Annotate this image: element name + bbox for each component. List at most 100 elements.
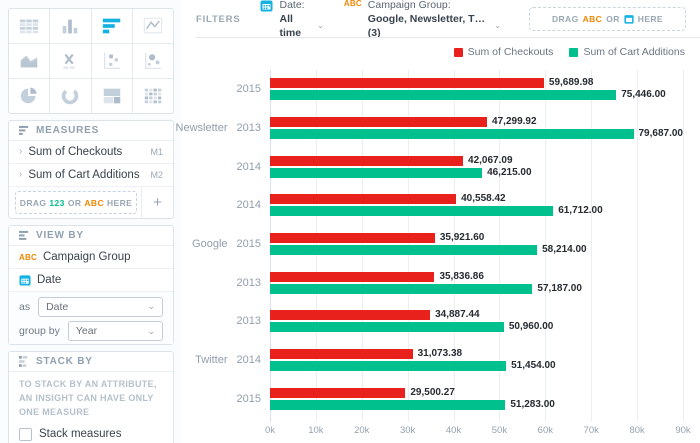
category-labels: 2015 xyxy=(150,70,270,109)
stack-by-helper-text: TO STACK BY AN ATTRIBUTE, AN INSIGHT CAN… xyxy=(9,372,173,424)
x-axis-tick-label: 40k xyxy=(446,425,461,436)
category-labels: Twitter 2014 xyxy=(150,341,270,380)
category-year-label: 2015 xyxy=(237,83,261,95)
bar-sum-of-checkouts[interactable] xyxy=(270,388,405,398)
chart-row: Google201535,921.6058,214.00 xyxy=(270,225,683,264)
bar-chart: Sum of Checkouts Sum of Cart Additions 2… xyxy=(182,38,700,443)
date-as-row: as Date ⌄ xyxy=(9,292,173,318)
gridline xyxy=(683,70,684,422)
bar-sum-of-checkouts[interactable] xyxy=(270,78,544,88)
view-by-item-campaign-group[interactable]: ABC Campaign Group xyxy=(9,246,173,269)
vis-type-table-icon[interactable] xyxy=(9,9,49,43)
bar-value-label: 40,558.42 xyxy=(461,194,506,204)
bar-sum-of-checkouts[interactable] xyxy=(270,272,434,282)
category-labels: 2013 xyxy=(150,263,270,302)
category-year-label: 2014 xyxy=(237,161,261,173)
view-by-icon xyxy=(19,230,30,241)
filters-title: FILTERS xyxy=(196,14,240,25)
legend-item-cart-additions[interactable]: Sum of Cart Additions xyxy=(569,46,685,58)
bar-sum-of-cart-additions[interactable] xyxy=(270,400,505,410)
bar-value-label: 51,454.00 xyxy=(511,361,556,371)
date-filter-value: All time xyxy=(279,12,313,40)
measure-item-checkouts[interactable]: › Sum of Checkouts M1 xyxy=(9,141,173,164)
legend-item-checkouts[interactable]: Sum of Checkouts xyxy=(454,46,554,58)
bar-sum-of-checkouts[interactable] xyxy=(270,349,413,359)
measures-title: MEASURES xyxy=(36,125,99,136)
chart-legend: Sum of Checkouts Sum of Cart Additions xyxy=(454,46,685,58)
filter-drop-zone[interactable]: DRAG ABC OR HERE xyxy=(529,7,686,31)
chevron-right-icon[interactable]: › xyxy=(19,170,22,180)
view-by-header: VIEW BY xyxy=(9,226,173,246)
vis-type-scatter-plot-icon[interactable] xyxy=(92,44,132,78)
bar-value-label: 59,689.98 xyxy=(549,78,594,88)
date-granularity-select[interactable]: Year ⌄ xyxy=(68,321,163,341)
vis-type-donut-chart-icon[interactable] xyxy=(50,79,90,113)
vis-type-headline-icon[interactable] xyxy=(50,44,90,78)
bar-sum-of-checkouts[interactable] xyxy=(270,194,456,204)
calendar-icon xyxy=(624,14,634,24)
drop-zone-text: DRAG xyxy=(552,14,579,24)
measure-item-cart-additions[interactable]: › Sum of Cart Additions M2 xyxy=(9,164,173,187)
bar-sum-of-cart-additions[interactable] xyxy=(270,245,537,255)
category-labels: 2014 xyxy=(150,147,270,186)
stack-by-header: STACK BY xyxy=(9,352,173,372)
chevron-down-icon: ⌄ xyxy=(317,21,324,32)
measures-drop-row: DRAG 123 OR ABC HERE + xyxy=(9,187,173,218)
measure-label: Sum of Cart Additions xyxy=(28,169,139,181)
vis-type-bar-chart-icon[interactable] xyxy=(92,9,132,43)
campaign-group-filter[interactable]: ABC Campaign Group: Google, Newsletter, … xyxy=(344,0,501,40)
category-labels: Google2015 xyxy=(150,225,270,264)
bar-value-label: 34,887.44 xyxy=(435,310,480,320)
bar-sum-of-cart-additions[interactable] xyxy=(270,168,482,178)
drop-zone-text: HERE xyxy=(638,14,663,24)
x-axis-tick-label: 20k xyxy=(354,425,369,436)
category-year-label: 2013 xyxy=(237,277,261,289)
vis-type-pie-chart-icon[interactable] xyxy=(9,79,49,113)
numeric-token: 123 xyxy=(49,198,64,208)
date-dimension-select[interactable]: Date ⌄ xyxy=(38,297,163,317)
category-labels: Newsletter2013 xyxy=(150,109,270,148)
vis-type-line-chart-icon[interactable] xyxy=(133,9,173,43)
date-filter-label: Date: xyxy=(279,0,323,12)
date-filter[interactable]: Date: All time ⌄ xyxy=(260,0,323,40)
bar-value-label: 29,500.27 xyxy=(410,388,455,398)
category-year-label: 2014 xyxy=(237,354,261,366)
vis-type-area-chart-icon[interactable] xyxy=(9,44,49,78)
bar-value-label: 35,836.86 xyxy=(439,272,484,282)
stack-measures-checkbox[interactable] xyxy=(19,428,32,441)
analytical-designer-app: MEASURES › Sum of Checkouts M1 › Sum of … xyxy=(0,0,700,443)
group-by-label: group by xyxy=(19,325,60,337)
bar-sum-of-cart-additions[interactable] xyxy=(270,129,634,139)
x-axis-tick-label: 10k xyxy=(308,425,323,436)
chevron-down-icon: ⌄ xyxy=(494,21,501,32)
bar-sum-of-checkouts[interactable] xyxy=(270,310,430,320)
bar-sum-of-cart-additions[interactable] xyxy=(270,361,506,371)
bar-value-label: 35,921.60 xyxy=(440,233,485,243)
bar-sum-of-checkouts[interactable] xyxy=(270,117,487,127)
bar-value-label: 58,214.00 xyxy=(542,245,587,255)
vis-type-treemap-icon[interactable] xyxy=(92,79,132,113)
chevron-right-icon[interactable]: › xyxy=(19,147,22,157)
stack-measures-label: Stack measures xyxy=(39,428,121,440)
bar-sum-of-checkouts[interactable] xyxy=(270,156,463,166)
bar-sum-of-cart-additions[interactable] xyxy=(270,90,616,100)
chart-row: 201334,887.4450,960.00 xyxy=(270,302,683,341)
category-group-label: Twitter xyxy=(195,354,227,366)
category-group-label: Google xyxy=(192,238,227,250)
x-axis-tick-label: 70k xyxy=(584,425,599,436)
bar-sum-of-cart-additions[interactable] xyxy=(270,206,553,216)
chart-row: 201440,558.4261,712.00 xyxy=(270,186,683,225)
bar-value-label: 42,067.09 xyxy=(468,156,513,166)
bar-sum-of-checkouts[interactable] xyxy=(270,233,435,243)
bar-sum-of-cart-additions[interactable] xyxy=(270,322,504,332)
campaign-filter-label: Campaign Group: xyxy=(368,0,501,12)
view-by-item-date[interactable]: Date xyxy=(9,269,173,292)
category-labels: 2015 xyxy=(150,379,270,418)
stack-by-icon xyxy=(19,356,30,367)
measures-drop-zone[interactable]: DRAG 123 OR ABC HERE xyxy=(15,191,137,214)
category-labels: 2014 xyxy=(150,186,270,225)
vis-type-column-chart-icon[interactable] xyxy=(50,9,90,43)
bar-sum-of-cart-additions[interactable] xyxy=(270,284,532,294)
attribute-label: Campaign Group xyxy=(43,251,131,263)
drop-zone-text: HERE xyxy=(107,198,132,208)
